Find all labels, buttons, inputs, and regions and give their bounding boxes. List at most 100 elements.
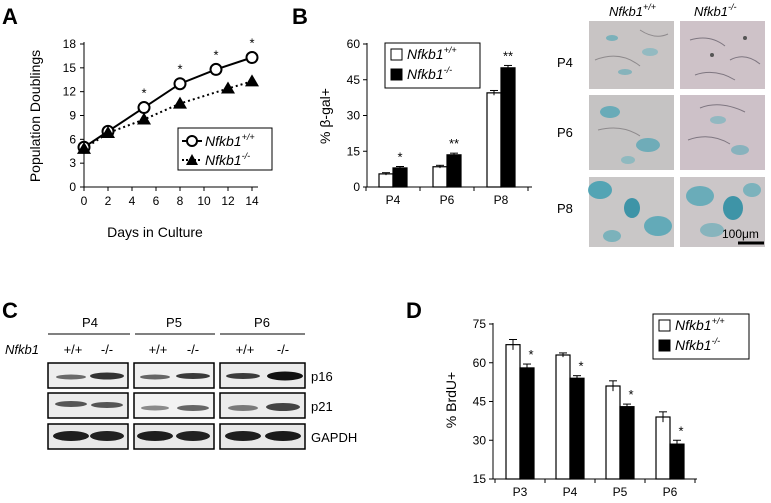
micrograph-p6-wt: [589, 95, 674, 170]
data-point-wt: [209, 62, 223, 76]
ytick-label: 45: [473, 395, 487, 409]
panel-a-legend-box: [177, 127, 273, 171]
lane-label-3: +/+: [149, 342, 168, 357]
category-label: P8: [494, 193, 509, 207]
band-p16-p5-ko: [176, 373, 210, 379]
panel-a-xtick-label: 10: [197, 194, 211, 208]
micrograph-header-ko: Nfkb1-/-: [694, 2, 736, 19]
panel-label-a: A: [2, 4, 18, 29]
panel-a-legend-wt: Nfkb1+/+: [205, 132, 255, 149]
ytick-label: 60: [347, 37, 361, 51]
band-gapdh-p4-ko: [90, 431, 124, 441]
data-point-ko: [221, 81, 235, 94]
panel-c-western-blot: P4 P5 P6 Nfkb1 +/+ -/- +/+ -/- +/+ -/- p…: [5, 315, 357, 450]
panel-a-xtick-label: 4: [129, 194, 136, 208]
lane-label-5: +/+: [236, 342, 255, 357]
panel-a-xtick-label: 6: [153, 194, 160, 208]
bar-ko: [392, 167, 408, 188]
scale-bar-label: 100μm: [722, 227, 759, 241]
ytick-label: 0: [353, 180, 360, 194]
ytick-label: 15: [473, 472, 487, 486]
micrograph-p8-ko: 100μm: [680, 177, 765, 247]
band-p16-p4-ko: [90, 372, 124, 380]
ytick-label: 30: [473, 433, 487, 447]
category-label: P6: [440, 193, 455, 207]
bar-ko: [500, 67, 516, 188]
bar-ko: [519, 367, 535, 480]
lane-label-4: -/-: [187, 342, 199, 357]
bar-ko: [619, 406, 635, 480]
band-gapdh-p4-wt: [53, 431, 89, 441]
band-gapdh-p6-ko: [265, 431, 301, 441]
panel-b-legend: Nfkb1+/+ Nfkb1-/-: [384, 42, 481, 89]
panel-d-legend-wt: Nfkb1+/+: [675, 316, 725, 333]
data-point-ko: [137, 112, 151, 125]
category-label: P5: [613, 485, 628, 499]
micrograph-grid: Nfkb1+/+ Nfkb1-/- P4 P6 P8: [557, 2, 765, 247]
panel-a-legend: Nfkb1+/+ Nfkb1-/-: [177, 127, 273, 171]
band-p16-p4-wt: [56, 374, 86, 380]
panel-a-ytick-label: 15: [63, 61, 77, 75]
legend-swatch-ko-d: [658, 339, 671, 352]
panel-a-xtick-label: 0: [81, 194, 88, 208]
data-point-ko: [101, 125, 115, 138]
panel-label-d: D: [406, 298, 422, 323]
series-line-ko: [83, 80, 253, 150]
legend-marker-ko: [186, 154, 198, 165]
significance-star: *: [141, 86, 146, 101]
category-label: P4: [563, 485, 578, 499]
panel-label-b: B: [292, 4, 308, 29]
panel-d-legend-ko: Nfkb1-/-: [675, 336, 720, 353]
blot-row-p16: p16: [47, 362, 333, 389]
band-p21-p6-ko: [266, 403, 300, 411]
bar-wt: [555, 354, 571, 480]
panel-a-ytick-label: 12: [63, 85, 77, 99]
band-gapdh-p5-wt: [137, 431, 173, 441]
band-p21-p4-ko: [91, 402, 123, 408]
significance-star: *: [249, 36, 254, 51]
bar-wt: [378, 173, 394, 188]
significance-star: *: [397, 150, 402, 165]
panel-a-y-label: Population Doublings: [27, 50, 43, 182]
data-point-wt: [245, 51, 259, 65]
data-point-wt: [173, 77, 187, 91]
lane-label-6: -/-: [277, 342, 289, 357]
band-p21-p4-wt: [55, 401, 87, 407]
panel-d-legend: Nfkb1+/+ Nfkb1-/-: [652, 313, 750, 360]
blot-row-p21: p21: [47, 392, 333, 419]
panel-a-ytick-label: 18: [63, 37, 77, 51]
panel-a-xtick-label: 14: [245, 194, 259, 208]
data-point-ko: [245, 74, 259, 87]
significance-star: *: [628, 387, 633, 402]
blot-group-p6: P6: [254, 315, 270, 330]
bar-ko: [569, 377, 585, 480]
significance-star: *: [177, 62, 182, 77]
band-p21-p5-wt: [141, 405, 169, 411]
bar-ko: [446, 154, 462, 188]
band-gapdh-p5-ko: [176, 431, 210, 441]
panel-b-legend-wt: Nfkb1+/+: [407, 45, 457, 62]
panel-a-ytick-label: 0: [69, 180, 76, 194]
significance-star: **: [449, 136, 459, 151]
data-point-wt: [137, 101, 151, 115]
band-p21-p6-wt: [228, 405, 258, 411]
band-p16-p6-wt: [226, 373, 260, 379]
panel-a-x-label: Days in Culture: [107, 224, 203, 240]
panel-a-ytick-label: 3: [69, 156, 76, 170]
panel-a-line-chart: 0 3 6 9 12 15 18 0 2 4 6 8 10 12 14 * * * * Days in Cult…: [27, 36, 273, 240]
legend-swatch-wt-d: [658, 319, 671, 332]
panel-label-c: C: [2, 298, 18, 323]
bar-wt: [432, 166, 448, 188]
micrograph-row-label-p4: P4: [557, 55, 573, 70]
bar-wt: [605, 385, 621, 480]
panel-a-ytick-label: 9: [69, 109, 76, 123]
ytick-label: 60: [473, 356, 487, 370]
blot-protein-p21: p21: [311, 399, 333, 414]
micrograph-p6-ko: [680, 95, 765, 170]
bar-ko: [669, 443, 685, 480]
blot-group-p5: P5: [166, 315, 182, 330]
panel-b-y-label: % β-gal+: [317, 88, 333, 144]
micrograph-p8-wt: [588, 177, 674, 247]
